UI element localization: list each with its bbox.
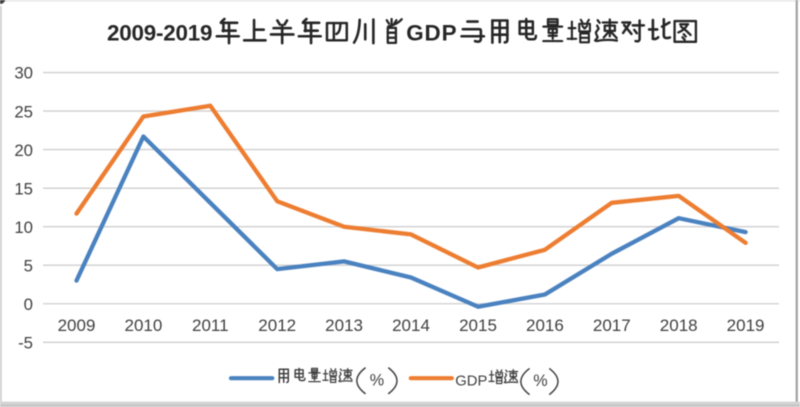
svg-text:2012: 2012 (258, 316, 296, 335)
svg-text:2019: 2019 (727, 316, 765, 335)
svg-text:10: 10 (14, 218, 33, 237)
svg-text:15: 15 (14, 179, 33, 198)
svg-text:GDP: GDP (406, 21, 457, 46)
svg-text:%: % (370, 372, 384, 390)
svg-text:GDP: GDP (455, 374, 487, 390)
svg-text:30: 30 (14, 64, 33, 83)
svg-text:25: 25 (14, 102, 33, 121)
svg-text:5: 5 (24, 256, 33, 275)
svg-text:2009-2019: 2009-2019 (107, 21, 212, 46)
svg-text:2016: 2016 (526, 316, 564, 335)
svg-text:2011: 2011 (192, 316, 229, 335)
svg-text:2018: 2018 (660, 316, 698, 335)
svg-text:0: 0 (24, 295, 33, 314)
svg-text:20: 20 (14, 141, 33, 160)
svg-text:%: % (533, 372, 547, 390)
svg-text:2015: 2015 (459, 316, 497, 335)
svg-text:2009: 2009 (58, 316, 96, 335)
svg-text:2010: 2010 (124, 316, 162, 335)
svg-text:2017: 2017 (593, 316, 631, 335)
svg-text:2014: 2014 (392, 316, 430, 335)
svg-text:-5: -5 (18, 334, 33, 353)
svg-text:2013: 2013 (325, 316, 363, 335)
